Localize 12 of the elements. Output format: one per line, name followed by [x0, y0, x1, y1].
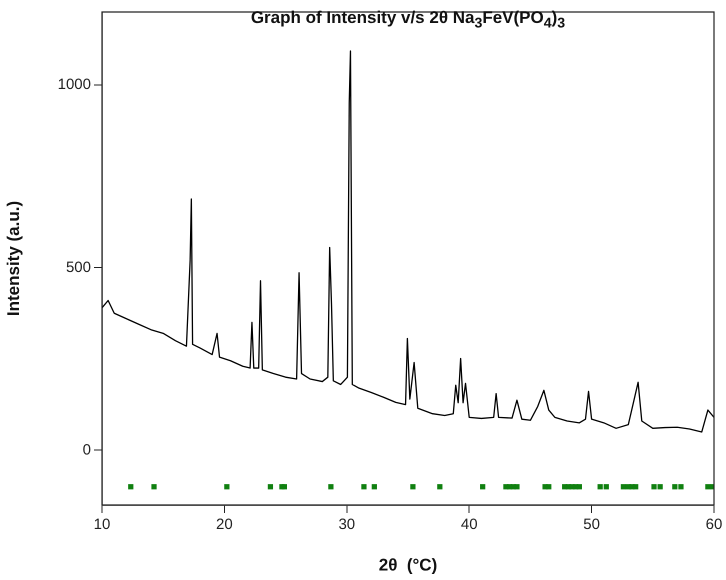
y-axis-title: Intensity (a.u.) [4, 200, 23, 316]
x-tick-label: 30 [338, 516, 356, 534]
y-tick-label: 0 [82, 441, 91, 458]
x-tick-label: 40 [460, 516, 478, 534]
x-tick-label: 20 [216, 516, 233, 534]
y-tick-label: 1000 [58, 76, 91, 94]
y-tick-label: 500 [66, 258, 91, 276]
x-axis-title: 2θ (°C) [378, 555, 438, 574]
x-tick-label: 60 [706, 516, 722, 534]
x-tick-label: 50 [583, 516, 600, 534]
chart-title: Graph of Intensity v/s 2θ Na$_{3}$FeV(PO$_{4}$)$_{3}$ [250, 8, 566, 32]
x-tick-label: 10 [94, 516, 110, 534]
